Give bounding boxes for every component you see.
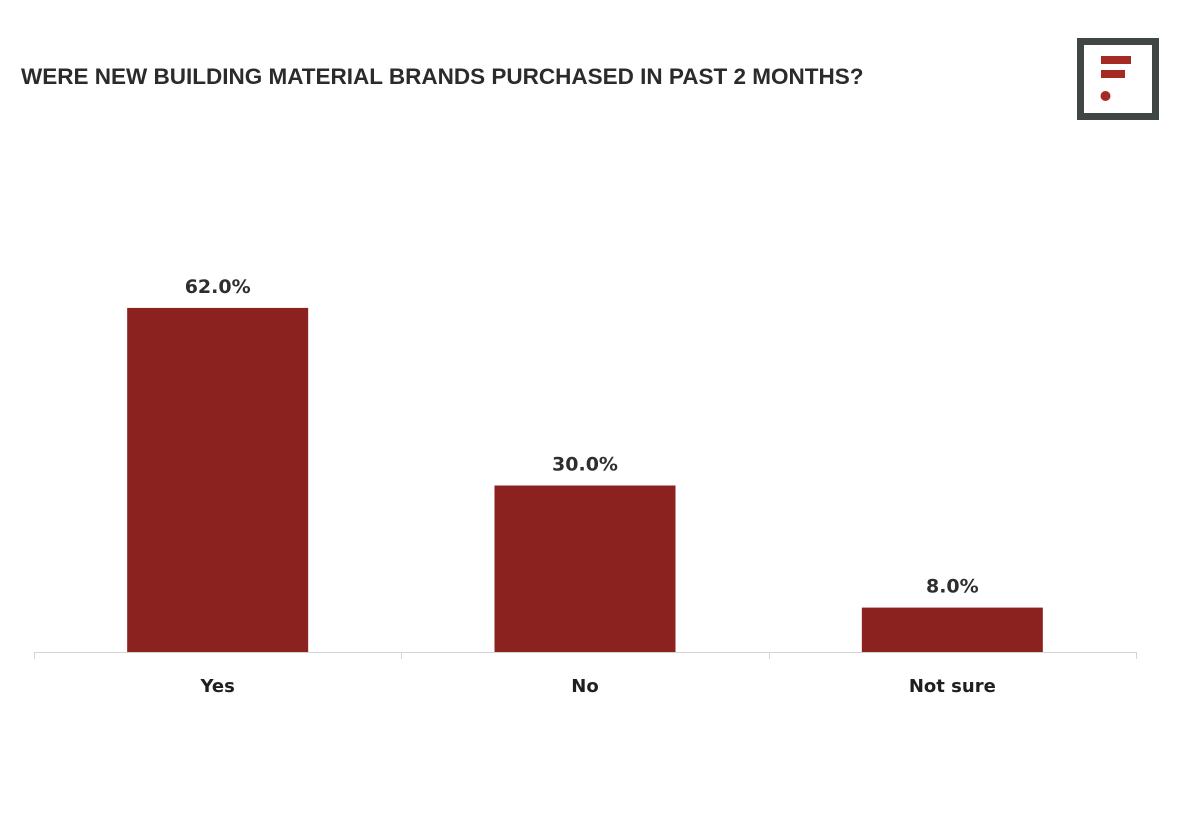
- f-brand-mark-icon: [1077, 38, 1159, 120]
- x-tick-label: Not sure: [909, 676, 996, 697]
- x-tick-label: Yes: [200, 676, 235, 697]
- bar-yes: [127, 307, 309, 652]
- logo-bar-top: [1101, 56, 1131, 64]
- bar-not-sure: [861, 607, 1043, 652]
- logo-dot: [1100, 91, 1111, 101]
- bar-no: [494, 485, 676, 652]
- bar-value-label: 30.0%: [552, 454, 618, 476]
- bar-value-label: 62.0%: [185, 276, 251, 298]
- x-tick-label: No: [571, 676, 598, 697]
- logo-frame: [1077, 38, 1159, 120]
- logo-bar-middle: [1101, 70, 1125, 78]
- chart-title: WERE NEW BUILDING MATERIAL BRANDS PURCHA…: [21, 64, 864, 89]
- bar-value-label: 8.0%: [926, 576, 979, 598]
